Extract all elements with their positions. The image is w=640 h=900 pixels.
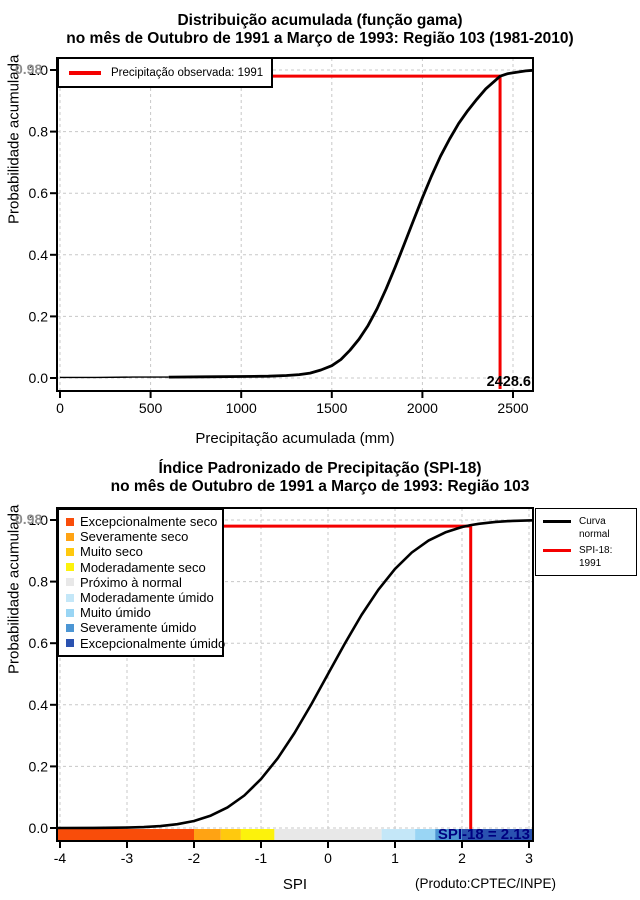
legend-item: Muito úmido	[66, 605, 218, 620]
spi-category-strip-segment	[435, 829, 462, 841]
chart1-subtitle: no mês de Outubro de 1991 a Março de 199…	[66, 30, 574, 47]
y-axis-tick-label: 0.0	[29, 820, 49, 836]
legend-item: Próximo à normal	[66, 575, 218, 590]
chart2-title: Índice Padronizado de Precipitação (SPI-…	[158, 460, 482, 477]
x-axis-tick-label: -1	[255, 850, 268, 866]
legend-item: Moderadamente úmido	[66, 590, 218, 605]
legend-item-label: Excepcionalmente seco	[80, 514, 218, 530]
chart2-xaxis-label: SPI	[282, 876, 308, 893]
legend-item-label: Excepcionalmente úmido	[80, 635, 226, 651]
legend-swatch	[66, 547, 74, 556]
legend-swatch	[66, 563, 74, 572]
legend-swatch	[66, 517, 74, 526]
spi-category-strip-segment	[194, 829, 221, 841]
x-axis-tick-label: 500	[139, 400, 163, 416]
x-axis-tick-label: 1	[391, 850, 399, 866]
legend-row-normal-curve: Curva normal	[543, 515, 633, 541]
x-axis-tick-label: 2500	[497, 400, 528, 416]
chart2-prob-marker-label: 0.98	[15, 511, 43, 527]
chart2-line-legend: Curva normal SPI-18: 1991	[535, 508, 637, 576]
chart1-legend: Precipitação observada: 1991	[57, 57, 273, 88]
x-axis-tick-label: 0	[56, 400, 64, 416]
spi-value-annotation: SPI-18 = 2.13	[437, 826, 530, 843]
legend-swatch	[66, 623, 74, 632]
black-line-sample	[543, 520, 571, 523]
spi-category-strip-segment	[240, 829, 275, 841]
legend-item-label: Moderadamente úmido	[80, 590, 214, 606]
y-axis-tick-label: 0.2	[29, 758, 49, 774]
legend-label-normal-curve: Curva normal	[579, 516, 610, 540]
spi-category-strip-segment	[57, 829, 194, 841]
y-axis-tick-label: 0.2	[29, 308, 49, 324]
spi-category-strip-segment	[220, 829, 241, 841]
x-axis-tick-label: 0	[324, 850, 332, 866]
legend-swatch	[66, 578, 74, 587]
legend-item: Severamente seco	[66, 529, 218, 544]
legend-swatch	[66, 532, 74, 541]
legend-row-spi-1991: SPI-18: 1991	[543, 544, 633, 570]
chart1-prob-marker-label: 0.98	[15, 61, 43, 77]
legend-swatch	[66, 639, 74, 648]
y-axis-tick-label: 0.4	[29, 247, 49, 263]
legend-swatch	[66, 593, 74, 602]
legend-item-label: Moderadamente seco	[80, 559, 206, 575]
y-axis-tick-label: 1.0	[29, 512, 49, 528]
spi-category-strip-segment	[274, 829, 382, 841]
plot-border	[56, 57, 534, 392]
y-axis-tick-label: 0.6	[29, 635, 49, 651]
y-axis-tick-label: 0.6	[29, 185, 49, 201]
spi-category-strip-segment	[381, 829, 416, 841]
x-axis-tick-label: 1500	[316, 400, 347, 416]
x-axis-tick-label: -2	[188, 850, 201, 866]
legend-item: Muito seco	[66, 544, 218, 559]
legend-item: Severamente úmido	[66, 620, 218, 635]
legend-item: Excepcionalmente úmido	[66, 636, 225, 651]
y-axis-tick-label: 0.8	[29, 574, 49, 590]
legend-item-label: Muito úmido	[80, 605, 151, 621]
chart1-title: Distribuição acumulada (função gama)	[177, 12, 463, 29]
legend-item: Excepcionalmente seco	[66, 514, 218, 529]
spi-category-strip-segment	[415, 829, 436, 841]
x-axis-tick-label: 2000	[407, 400, 438, 416]
red-line-sample	[543, 549, 571, 552]
chart2-subtitle: no mês de Outubro de 1991 a Março de 199…	[110, 478, 530, 495]
x-axis-tick-label: -3	[121, 850, 134, 866]
y-axis-tick-label: 0.0	[29, 370, 49, 386]
y-axis-tick-label: 1.0	[29, 62, 49, 78]
spi-category-legend: Excepcionalmente seco Severamente seco Mui…	[57, 508, 225, 657]
chart1-legend-label: Precipitação observada: 1991	[111, 66, 264, 79]
x-axis-tick-label: -4	[54, 850, 67, 866]
legend-item-label: Próximo à normal	[80, 574, 182, 590]
y-axis-tick-label: 0.8	[29, 124, 49, 140]
y-axis-tick-label: 0.4	[29, 697, 49, 713]
gamma-cdf-curve	[168, 68, 534, 379]
spi-category-strip-segment	[462, 829, 533, 841]
legend-swatch	[66, 608, 74, 617]
legend-item-label: Severamente úmido	[80, 620, 197, 636]
legend-item-label: Muito seco	[80, 544, 143, 560]
legend-item-label: Severamente seco	[80, 529, 189, 545]
x-axis-tick-label: 2	[458, 850, 466, 866]
product-footnote: (Produto:CPTEC/INPE)	[414, 876, 556, 891]
legend-item: Moderadamente seco	[66, 560, 218, 575]
x-axis-tick-label: 3	[525, 850, 533, 866]
normal-cdf-curve	[57, 519, 534, 830]
plot-border	[56, 507, 534, 842]
x-axis-tick-label: 1000	[226, 400, 257, 416]
red-line-sample	[69, 70, 101, 75]
chart1-precip-value-label: 2428.6	[486, 374, 531, 390]
chart1-xaxis-label: Precipitação acumulada (mm)	[195, 430, 395, 447]
legend-label-spi-1991: SPI-18: 1991	[579, 545, 613, 569]
